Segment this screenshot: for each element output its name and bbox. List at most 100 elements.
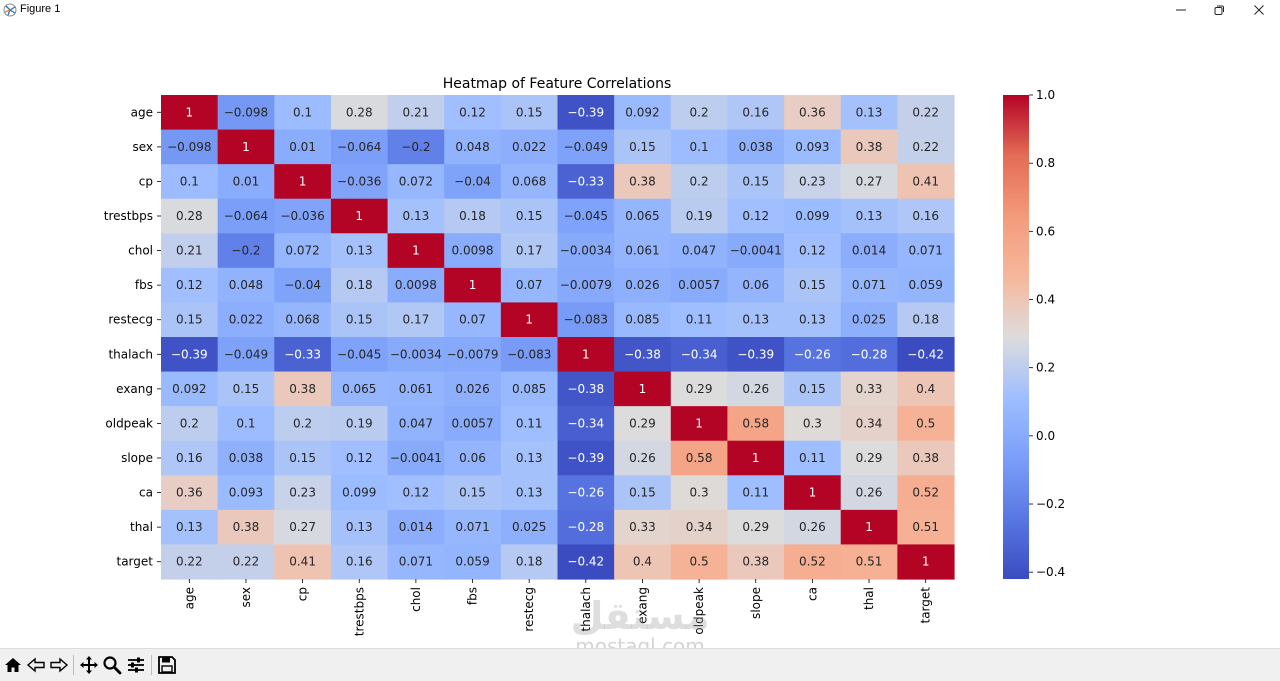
cell-value-label: 0.29 [686,382,713,396]
heatmap-cell [784,302,842,338]
cell-value-label: 0.22 [912,140,939,154]
heatmap-cell [557,337,615,373]
heatmap-cell [330,406,389,442]
cell-value-label: 0.12 [346,451,373,465]
cell-value-label: 0.13 [856,209,883,223]
heatmap-cell [161,129,219,165]
save-icon [158,656,176,674]
colorbar [1003,95,1029,579]
heatmap-cell [784,475,842,511]
cell-value-label: 0.13 [403,209,430,223]
cell-value-label: −0.04 [454,174,491,188]
heatmap-cell [161,475,219,511]
heatmap-cell [727,233,785,269]
heatmap-cell [897,198,955,234]
restore-button[interactable] [1196,0,1242,20]
back-button[interactable] [24,653,48,677]
minimize-button[interactable] [1158,0,1204,20]
cell-value-label: 0.059 [908,278,942,292]
heatmap-cell [727,544,785,580]
cell-value-label: 0.15 [459,486,486,500]
heatmap-cell [614,440,672,476]
heatmap-cell [727,440,785,476]
cell-value-label: 0.15 [799,382,826,396]
cell-value-label: 0.15 [289,451,316,465]
heatmap-cell [274,544,332,580]
cell-value-label: 0.15 [629,486,656,500]
cell-value-label: 0.19 [346,416,373,430]
heatmap-cell [500,544,559,580]
zoom-button[interactable] [100,653,124,677]
heatmap-cell [727,371,785,407]
heatmap-cell [330,164,389,200]
heatmap-cell [217,406,275,442]
heatmap-cell [500,129,559,165]
colorbar-tick-label: 0.8 [1036,156,1055,170]
heatmap-cell [727,302,785,338]
heatmap-cell [274,371,332,407]
pan-button[interactable] [77,653,101,677]
heatmap-cell [274,95,332,131]
heatmap-cell [840,337,898,373]
cell-value-label: 0.048 [229,278,263,292]
cell-value-label: 0.11 [799,451,826,465]
cell-value-label: 0.16 [346,555,373,569]
cell-value-label: 0.12 [742,209,769,223]
cell-value-label: 0.061 [399,382,433,396]
cell-value-label: −0.33 [567,174,604,188]
heatmap-cell [840,509,898,546]
x-tick-label: ca [805,587,819,601]
heatmap-cell [784,129,842,165]
heatmap-cell [897,164,955,200]
heatmap-cell [557,509,615,546]
save-button[interactable] [155,653,179,677]
heatmap-cell [330,440,389,476]
cell-value-label: 1 [469,278,477,292]
heatmap-cell [727,267,785,304]
heatmap-cell [387,267,445,304]
cell-value-label: 1 [865,520,873,534]
cell-value-label: −0.39 [171,347,208,361]
cell-value-label: 0.18 [516,555,543,569]
heatmap-cell [274,267,332,304]
cell-value-label: 0.41 [289,555,316,569]
cell-value-label: −0.42 [567,555,604,569]
heatmap-cell [727,509,785,546]
heatmap-cell [727,164,785,200]
cell-value-label: 0.27 [856,174,883,188]
close-button[interactable] [1236,0,1280,20]
heatmap-cell [161,233,219,269]
cell-value-label: 0.11 [742,486,769,500]
cell-value-label: 0.38 [289,382,316,396]
cell-value-label: 0.3 [803,416,822,430]
heatmap-cell [444,267,502,304]
cell-value-label: 0.047 [399,416,433,430]
cell-value-label: −0.2 [231,244,260,258]
cell-value-label: 0.085 [625,313,659,327]
heatmap-cell [557,544,615,580]
cell-value-label: 0.093 [229,486,263,500]
heatmap-cell [614,129,672,165]
heatmap-cell [161,544,219,580]
cell-value-label: −0.0041 [390,451,442,465]
cell-value-label: 0.51 [912,520,939,534]
cell-value-label: 0.51 [856,555,883,569]
x-tick-label: cp [296,587,310,601]
figure-canvas[interactable]: Heatmap of Feature Correlations 1 −0.098 0… [0,20,1280,648]
cell-value-label: 1 [186,105,194,119]
restore-icon [1214,5,1224,15]
forward-button[interactable] [47,653,71,677]
cell-value-label: −0.39 [737,347,774,361]
configure-subplots-button[interactable] [124,653,148,677]
heatmap-cell [557,406,615,442]
heatmap-cell [500,406,559,442]
cell-value-label: 0.34 [856,416,883,430]
heatmap-cell [897,475,955,511]
heatmap-cell [274,198,332,234]
x-tick-label: target [919,587,933,624]
cell-value-label: 0.58 [742,416,769,430]
cell-value-label: 0.36 [176,486,203,500]
x-tick-label: sex [239,587,253,608]
home-button[interactable] [1,653,25,677]
heatmap-cell [784,406,842,442]
